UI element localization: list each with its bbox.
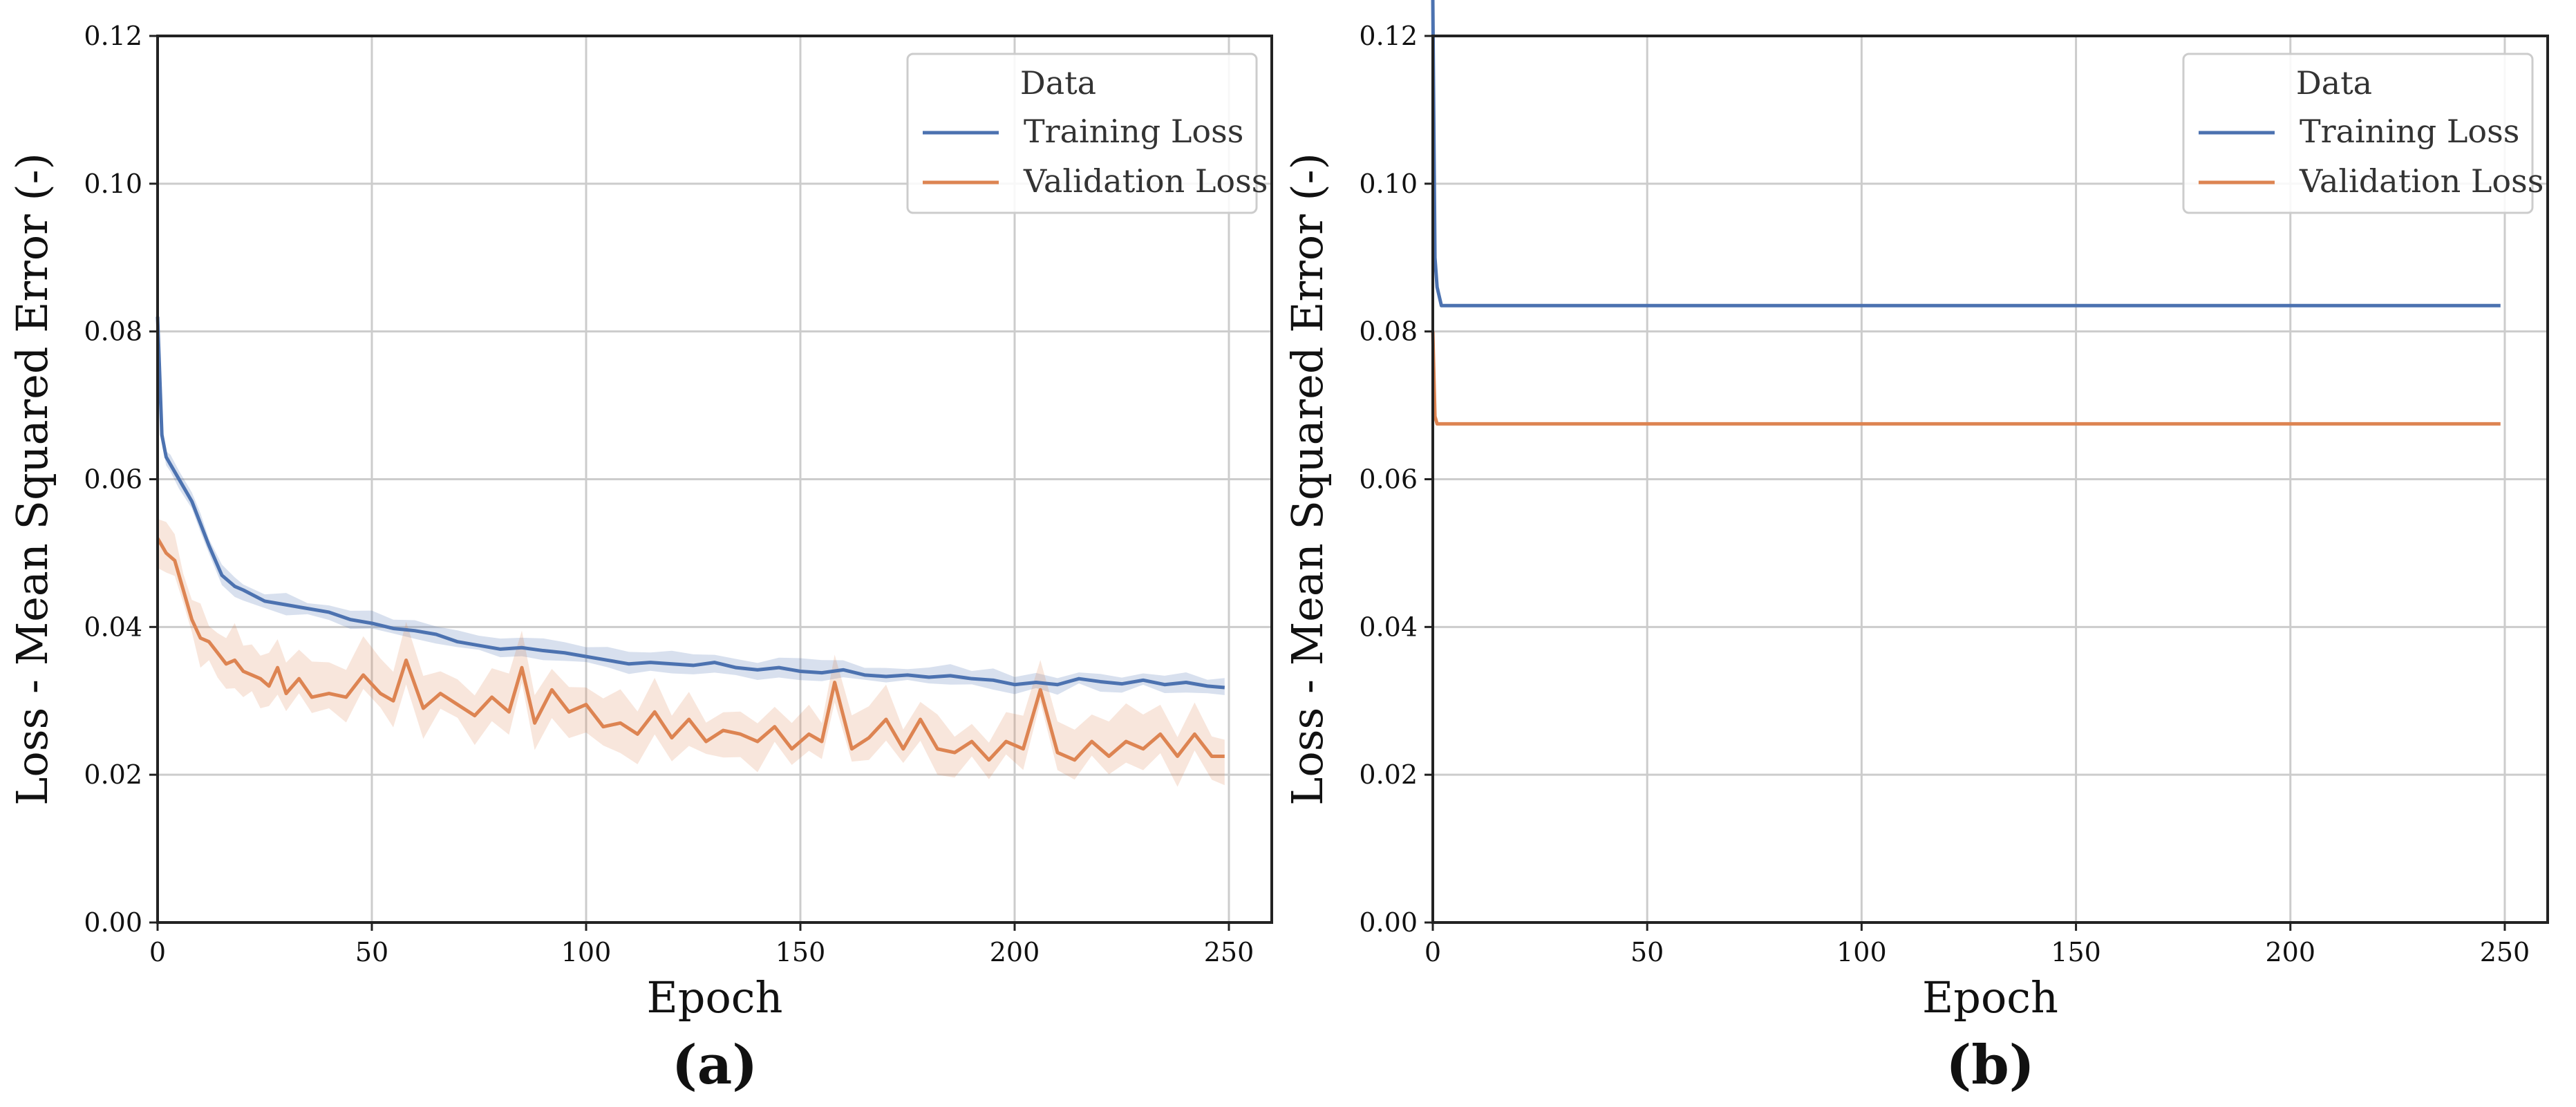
legend-label-training-a: Training Loss bbox=[1024, 113, 1243, 150]
y-axis-label-a: Loss - Mean Squared Error (-) bbox=[7, 153, 57, 806]
confidence-band-training bbox=[158, 311, 1225, 695]
y-axis-label-b: Loss - Mean Squared Error (-) bbox=[1282, 153, 1333, 806]
y-tick-label: 0.00 bbox=[84, 907, 142, 938]
y-tick-label: 0.06 bbox=[84, 464, 142, 495]
y-tick-label: 0.02 bbox=[1359, 759, 1418, 790]
series-line-validation bbox=[156, 537, 1225, 762]
x-tick-label: 150 bbox=[2051, 937, 2101, 967]
legend-box-b bbox=[2182, 53, 2534, 214]
y-tick-label: 0.02 bbox=[84, 759, 142, 790]
bands-a bbox=[158, 311, 1225, 787]
x-tick-label: 250 bbox=[1204, 937, 1254, 967]
legend-a: Data Training Loss Validation Loss bbox=[906, 53, 1268, 214]
y-tick-label: 0.04 bbox=[84, 612, 142, 642]
series-line-validation bbox=[1431, 331, 2501, 426]
x-tick-label: 250 bbox=[2480, 937, 2530, 967]
panel-label-a: (a) bbox=[672, 1034, 758, 1097]
x-tick-label: 200 bbox=[990, 937, 1040, 967]
y-tick-label: 0.06 bbox=[1359, 464, 1418, 495]
x-tick-label: 150 bbox=[775, 937, 826, 967]
y-tick-label: 0.08 bbox=[84, 316, 142, 347]
x-tick-label: 100 bbox=[1836, 937, 1887, 967]
x-tick-label: 50 bbox=[355, 937, 388, 967]
x-axis-label-b: Epoch bbox=[1922, 972, 2058, 1023]
legend-title-b: Data bbox=[2296, 64, 2372, 102]
legend-label-validation-a: Validation Loss bbox=[1023, 162, 1268, 200]
legend-box-a bbox=[906, 53, 1258, 214]
y-tick-label: 0.00 bbox=[1359, 907, 1418, 938]
panel-a: 0 50 100 150 200 250 0.00 0.02 0.04 0.06 0.08 0.10 0… bbox=[7, 21, 1273, 1097]
legend-title-a: Data bbox=[1020, 64, 1096, 102]
y-tick-label: 0.12 bbox=[84, 21, 142, 51]
ticks-a: 0 50 100 150 200 250 0.00 0.02 0.04 0.06 0.08 0.10 0… bbox=[84, 21, 1254, 967]
ticks-b: 0 50 100 150 200 250 0.00 0.02 0.04 0.06 0.08 0.10 0… bbox=[1359, 21, 2530, 967]
panel-b: 0 50 100 150 200 250 0.00 0.02 0.04 0.06 0.08 0.10 0… bbox=[1282, 0, 2549, 1097]
x-axis-label-a: Epoch bbox=[647, 972, 783, 1023]
series-line-training bbox=[1431, 0, 2501, 308]
panel-label-b: (b) bbox=[1946, 1034, 2034, 1097]
grid-b bbox=[1431, 35, 2548, 924]
y-tick-label: 0.10 bbox=[84, 169, 142, 199]
y-tick-label: 0.10 bbox=[1359, 169, 1418, 199]
x-tick-label: 0 bbox=[149, 937, 166, 967]
lines-a bbox=[156, 316, 1225, 762]
x-tick-label: 200 bbox=[2266, 937, 2316, 967]
x-tick-label: 0 bbox=[1425, 937, 1441, 967]
lines-b bbox=[1431, 0, 2501, 426]
series-line-training bbox=[156, 316, 1225, 690]
y-tick-label: 0.04 bbox=[1359, 612, 1418, 642]
confidence-band-validation bbox=[158, 519, 1225, 787]
x-tick-label: 100 bbox=[561, 937, 612, 967]
y-tick-label: 0.12 bbox=[1359, 21, 1418, 51]
legend-label-validation-b: Validation Loss bbox=[2299, 162, 2544, 200]
y-tick-label: 0.08 bbox=[1359, 316, 1418, 347]
legend-b: Data Training Loss Validation Loss bbox=[2182, 53, 2544, 214]
x-tick-label: 50 bbox=[1630, 937, 1664, 967]
legend-label-training-b: Training Loss bbox=[2300, 113, 2519, 150]
